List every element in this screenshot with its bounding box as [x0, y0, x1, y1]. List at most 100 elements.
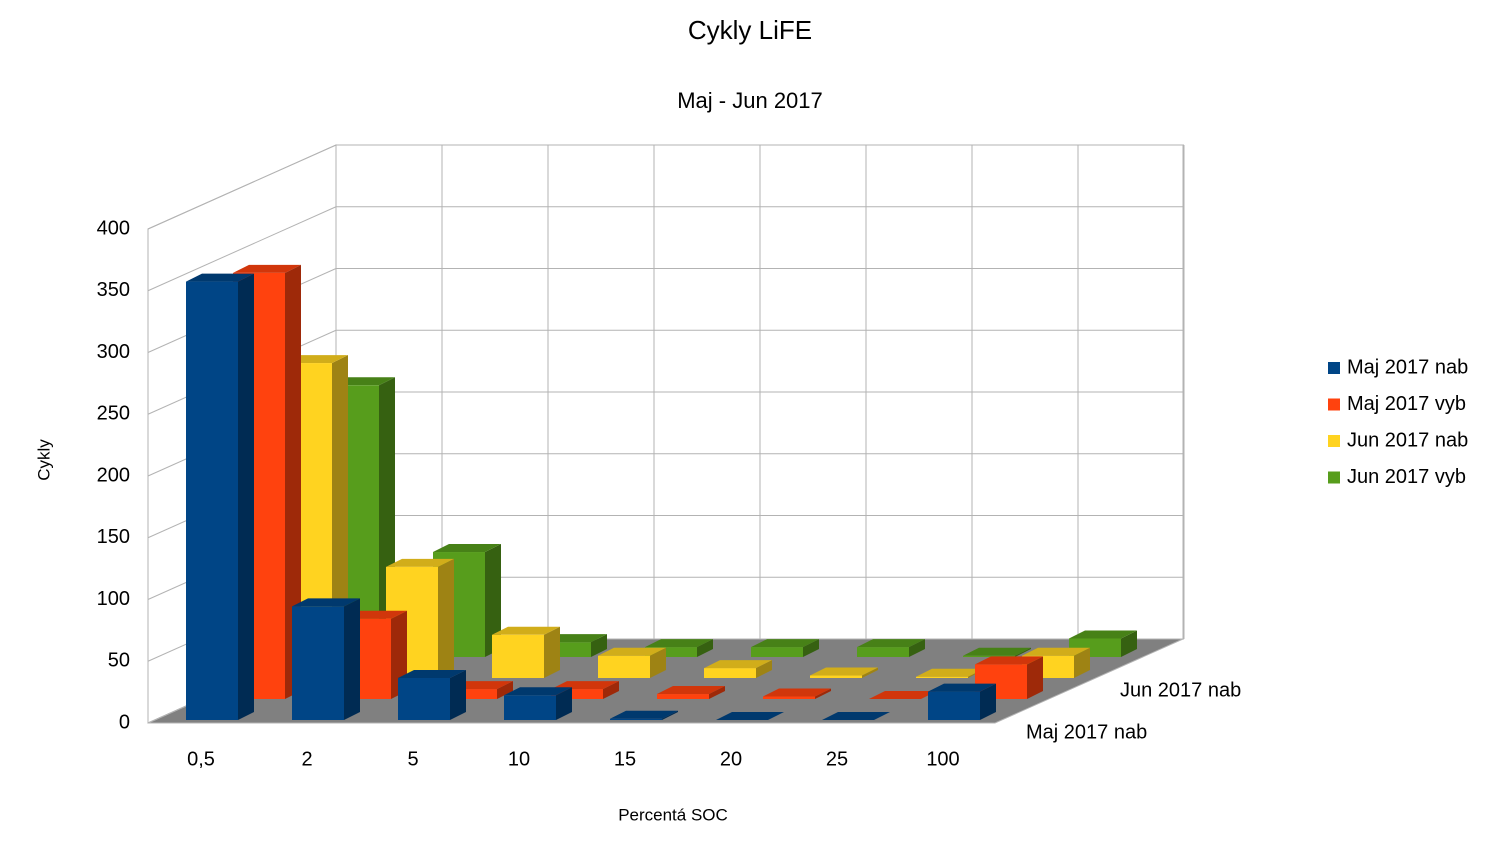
- bar-top: [810, 667, 878, 676]
- bar: [763, 696, 815, 699]
- legend-label: Jun 2017 vyb: [1347, 466, 1466, 488]
- depth-label: Jun 2017 nab: [1120, 679, 1241, 701]
- bar-side: [862, 667, 878, 678]
- bar-top: [1022, 647, 1090, 656]
- x-tick-label: 15: [614, 748, 636, 770]
- bar-side: [450, 670, 466, 720]
- bar-side: [1027, 656, 1043, 699]
- legend-label: Maj 2017 vyb: [1347, 393, 1466, 415]
- chart-title: Cykly LiFE: [688, 15, 812, 45]
- bar-side: [438, 558, 454, 678]
- bar-side: [697, 639, 713, 657]
- bar-top: [504, 687, 572, 696]
- grid-line: [147, 144, 337, 230]
- bar: [598, 655, 650, 678]
- bar: [610, 718, 662, 720]
- bar-side: [815, 688, 831, 699]
- bar: [445, 689, 497, 699]
- y-tick-label: 350: [97, 279, 130, 301]
- y-tick-label: 50: [108, 650, 130, 672]
- bar-side: [485, 544, 501, 657]
- bar-top: [751, 639, 819, 648]
- grid-line: [147, 206, 337, 292]
- bar-side: [332, 355, 348, 678]
- bar-side: [756, 660, 772, 678]
- bar-side: [591, 634, 607, 657]
- bar-top: [657, 686, 725, 695]
- legend-label: Jun 2017 nab: [1347, 429, 1468, 451]
- bar-top: [645, 639, 713, 648]
- bar: [551, 689, 603, 699]
- bar-top: [822, 712, 890, 720]
- bar: [492, 634, 544, 678]
- bar-top: [292, 598, 360, 607]
- bar-top: [610, 710, 678, 719]
- bar: [928, 691, 980, 720]
- bar-top: [963, 647, 1031, 656]
- y-tick-label: 300: [97, 341, 130, 363]
- bar-side: [238, 273, 254, 720]
- bar-side: [497, 681, 513, 699]
- bar-side: [709, 686, 725, 699]
- bar-side: [1015, 647, 1031, 657]
- x-tick-label: 5: [407, 748, 418, 770]
- bar-side: [603, 681, 619, 699]
- y-tick-label: 100: [97, 588, 130, 610]
- legend-swatch: [1328, 362, 1340, 374]
- y-tick-label: 0: [119, 711, 130, 733]
- bar-side: [344, 598, 360, 720]
- x-tick-label: 2: [301, 748, 312, 770]
- bar: [751, 647, 803, 657]
- bar: [963, 655, 1015, 657]
- bar-side: [650, 647, 666, 678]
- bar: [810, 675, 862, 678]
- bar-top: [551, 681, 619, 690]
- bar-top: [492, 626, 560, 635]
- bar-top: [928, 683, 996, 692]
- y-tick-label: 150: [97, 526, 130, 548]
- bar: [645, 647, 697, 657]
- chart-subtitle: Maj - Jun 2017: [677, 88, 823, 113]
- bar-side: [1121, 630, 1137, 657]
- x-tick-label: 0,5: [187, 748, 215, 770]
- bar-top: [386, 558, 454, 567]
- bar: [704, 668, 756, 678]
- legend-swatch: [1328, 398, 1340, 411]
- bar-top: [916, 668, 984, 677]
- bar-top: [716, 712, 784, 720]
- bar: [186, 281, 238, 720]
- x-tick-label: 10: [508, 748, 530, 770]
- bar-side: [544, 626, 560, 678]
- bar-top: [598, 647, 666, 656]
- bar-top: [869, 691, 937, 699]
- x-axis-label: Percentá SOC: [618, 805, 728, 824]
- bar-side: [909, 639, 925, 657]
- bar-top: [1069, 630, 1137, 639]
- y-tick-label: 200: [97, 464, 130, 486]
- bar-top: [857, 639, 925, 648]
- legend-label: Maj 2017 nab: [1347, 356, 1468, 378]
- y-tick-label: 400: [97, 217, 130, 239]
- x-tick-label: 25: [826, 748, 848, 770]
- bar-top: [704, 660, 772, 669]
- bar-side: [556, 687, 572, 720]
- depth-label: Maj 2017 nab: [1026, 721, 1147, 743]
- y-tick-label: 250: [97, 403, 130, 425]
- bar-top: [433, 544, 501, 553]
- bar: [916, 676, 968, 678]
- bar: [657, 694, 709, 699]
- bar: [504, 695, 556, 720]
- bar-side: [1074, 647, 1090, 678]
- bar-top: [763, 688, 831, 697]
- bar-top: [975, 656, 1043, 665]
- bar-top: [398, 670, 466, 679]
- legend-swatch: [1328, 435, 1340, 447]
- y-axis-label: Cykly: [34, 439, 53, 481]
- bar: [857, 647, 909, 657]
- bar-side: [662, 710, 678, 720]
- x-tick-label: 20: [720, 748, 742, 770]
- x-tick-label: 100: [926, 748, 959, 770]
- bar-side: [980, 683, 996, 720]
- bar-top: [186, 273, 254, 282]
